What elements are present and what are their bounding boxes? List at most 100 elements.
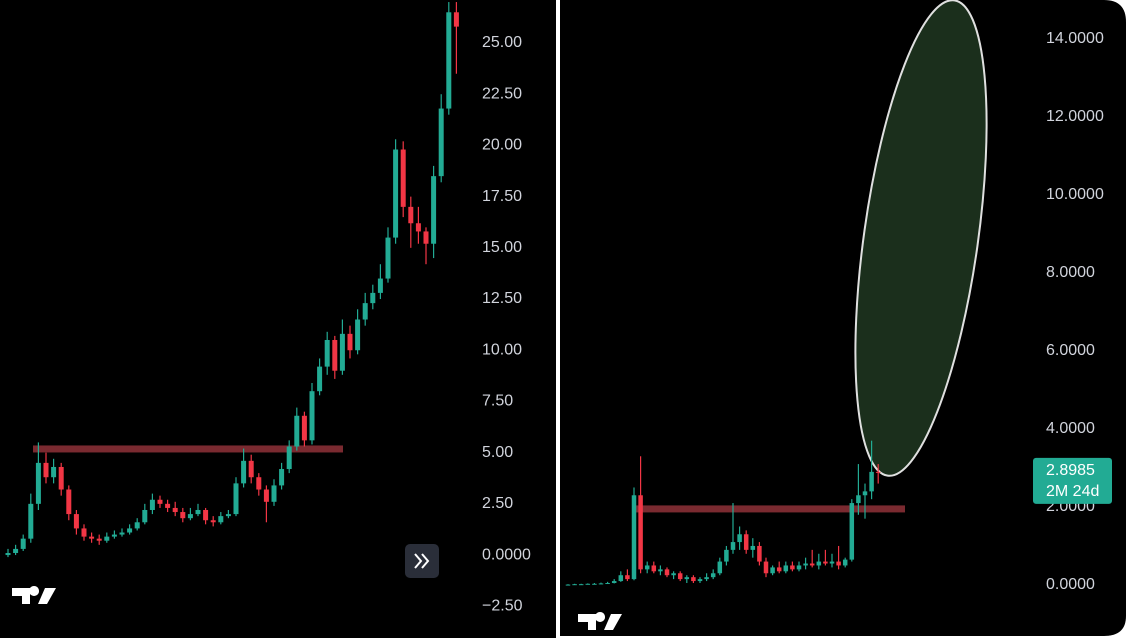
price-tag — [1033, 457, 1112, 504]
candle-body — [776, 567, 782, 572]
y-tick-label: 8.0000 — [1046, 264, 1095, 281]
candle-body — [611, 581, 617, 584]
highlight-ellipse — [854, 0, 988, 477]
candle-body — [869, 471, 874, 492]
y-tick-label: 14.0000 — [1046, 30, 1104, 47]
candle-body — [664, 569, 670, 576]
candle-body — [309, 391, 315, 441]
candle-body — [578, 584, 584, 586]
candle-body — [180, 512, 186, 519]
candle-body — [631, 495, 637, 580]
candle-body — [408, 206, 414, 224]
candle-body — [301, 415, 307, 441]
candle-body — [658, 569, 663, 572]
candle-body — [638, 495, 643, 570]
candle-body — [809, 563, 815, 566]
candle-body — [127, 528, 133, 533]
candle-body — [572, 584, 577, 586]
scroll-button[interactable] — [405, 544, 439, 578]
candle-body — [355, 319, 361, 351]
candle-body — [377, 278, 383, 293]
y-tick-label: 6.0000 — [1046, 342, 1095, 359]
candle-body — [717, 561, 723, 574]
candle-body — [324, 339, 330, 367]
y-tick-label: 0.0000 — [1046, 576, 1095, 593]
candle-body — [339, 333, 345, 371]
candle-body — [256, 477, 262, 490]
y-tick-label: 10.0000 — [1046, 186, 1104, 203]
y-tick-label: 5.00 — [482, 444, 513, 461]
y-tick-label: 17.50 — [482, 188, 522, 205]
candle-body — [453, 12, 459, 27]
y-tick-label: 10.00 — [482, 341, 522, 358]
candle-body — [111, 534, 117, 537]
candle-body — [796, 565, 802, 570]
candle-body — [96, 538, 102, 541]
candle-body — [81, 528, 87, 537]
candle-body — [684, 577, 690, 580]
candle-body — [104, 536, 110, 541]
y-tick-label: 7.50 — [482, 393, 513, 410]
candle-body — [651, 565, 657, 572]
y-tick-label: 12.0000 — [1046, 108, 1104, 125]
candle-body — [28, 503, 34, 539]
candle-body — [362, 303, 368, 320]
candle-body — [332, 339, 338, 371]
candle-body — [856, 495, 861, 504]
candle-body — [691, 577, 696, 582]
level-line — [634, 505, 905, 513]
level-line — [33, 445, 343, 453]
left-panel — [0, 0, 556, 638]
candle-body — [58, 466, 64, 490]
candle-body — [710, 573, 716, 578]
candle-body — [89, 536, 95, 539]
candle-body — [73, 514, 79, 529]
candle-body — [248, 460, 254, 478]
candle-body — [790, 565, 795, 570]
candle-body — [142, 509, 148, 523]
candle-body — [737, 534, 742, 543]
candle-body — [565, 584, 571, 586]
candle-body — [370, 292, 376, 304]
candle-body — [697, 579, 703, 582]
candle-body — [816, 561, 822, 566]
candle-body — [605, 583, 610, 585]
candle-body — [225, 514, 231, 517]
y-tick-label: −2.50 — [482, 597, 523, 614]
y-tick-label: 25.00 — [482, 34, 522, 51]
candle-body — [875, 471, 881, 473]
candle-body — [644, 565, 650, 570]
candle-body — [592, 583, 597, 585]
y-tick-label: 2.50 — [482, 495, 513, 512]
candle-body — [618, 575, 624, 582]
candle-body — [842, 559, 848, 566]
candle-body — [625, 575, 630, 580]
y-tick-label: 15.00 — [482, 239, 522, 256]
y-tick-label: 4.0000 — [1046, 420, 1095, 437]
candle-body — [51, 466, 57, 478]
candle-body — [218, 516, 224, 523]
candle-body — [598, 583, 604, 585]
candle-body — [783, 565, 789, 572]
price-tag-value: 2.8985 — [1046, 462, 1095, 479]
candle-body — [286, 446, 292, 470]
candle-body — [347, 333, 353, 351]
y-tick-label: 20.00 — [482, 137, 522, 154]
candle-body — [263, 489, 269, 502]
candle-body — [849, 503, 855, 560]
candle-body — [400, 149, 406, 207]
candle-body — [704, 577, 709, 580]
price-tag-countdown: 2M 24d — [1046, 483, 1099, 500]
candle-body — [203, 509, 209, 521]
candle-body — [770, 567, 775, 574]
candle-body — [294, 415, 300, 447]
candle-body — [415, 223, 421, 232]
candle-body — [157, 499, 163, 504]
candle-body — [677, 573, 683, 580]
logo — [12, 586, 622, 630]
candle-body — [836, 561, 841, 566]
candle-body — [743, 534, 749, 550]
y-tick-label: 12.50 — [482, 290, 522, 307]
